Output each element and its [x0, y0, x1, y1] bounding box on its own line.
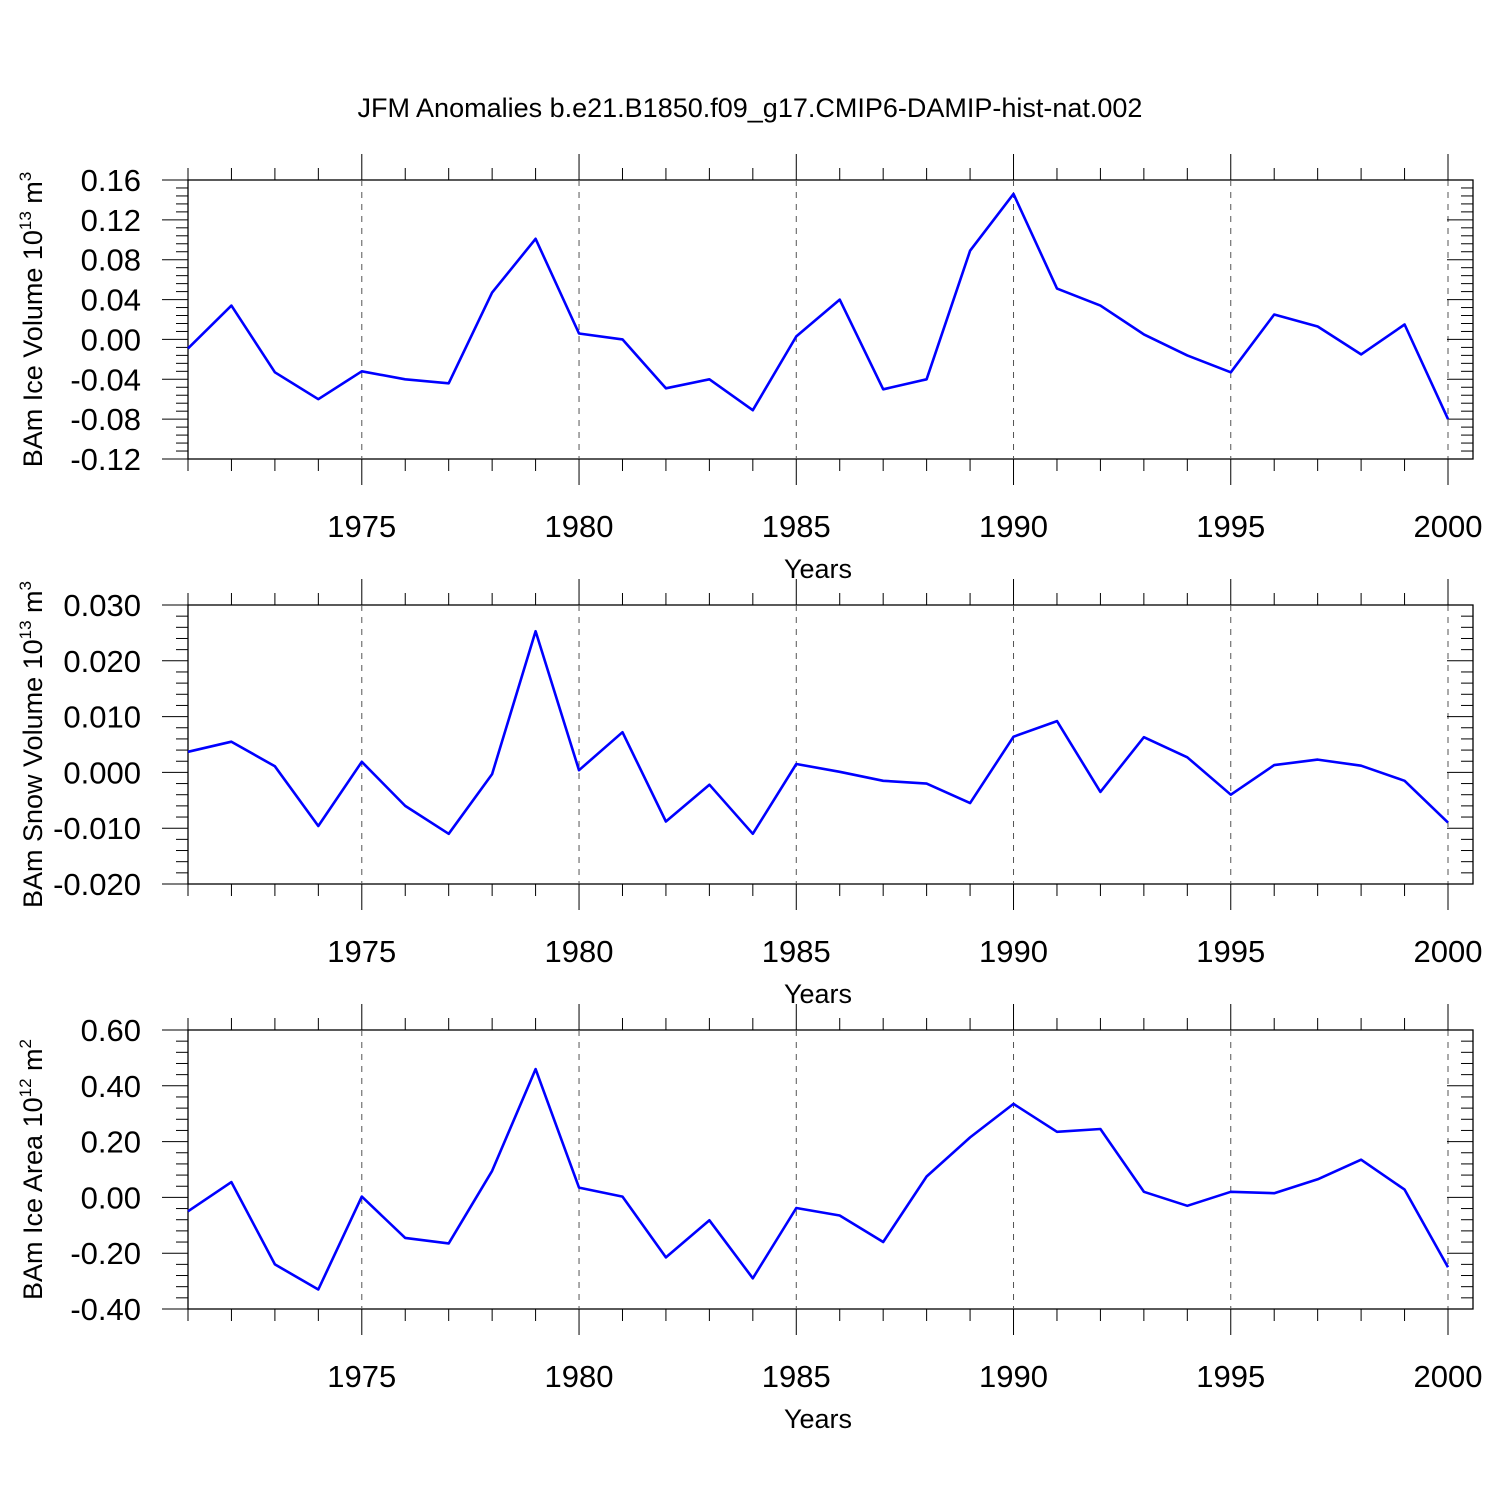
- x-tick-label: 2000: [1414, 934, 1483, 969]
- x-tick-label: 1980: [545, 934, 614, 969]
- series-line: [187, 629, 1449, 836]
- x-tick-label: 1990: [979, 1359, 1048, 1394]
- y-tick-label: 0.00: [81, 322, 141, 357]
- y-tick-label: -0.04: [70, 362, 141, 397]
- plot-frame: [187, 604, 1474, 885]
- x-tick-label: 1980: [545, 1359, 614, 1394]
- chart-title: JFM Anomalies b.e21.B1850.f09_g17.CMIP6-…: [358, 93, 1143, 123]
- y-tick-label: -0.12: [70, 442, 141, 477]
- x-tick-label: 1990: [979, 509, 1048, 544]
- x-tick-label: 1975: [327, 934, 396, 969]
- plot-frame: [187, 1029, 1474, 1310]
- y-tick-label: 0.12: [81, 203, 141, 238]
- x-axis-label: Years: [784, 554, 852, 584]
- y-tick-label: -0.40: [70, 1292, 141, 1327]
- y-tick-label: -0.010: [53, 811, 141, 846]
- x-axis-label: Years: [784, 979, 852, 1009]
- x-axis-label: Years: [784, 1404, 852, 1434]
- y-tick-label: 0.60: [81, 1013, 141, 1048]
- series-line: [187, 1067, 1450, 1291]
- y-tick-label: 0.20: [81, 1125, 141, 1160]
- y-tick-label: 0.030: [63, 588, 141, 623]
- chart-panel-2: -0.020 -0.010 0.000 0.010 0.020 0.030 1975 1980…: [16, 579, 1482, 1009]
- chart-panel-1: -0.12 -0.08 -0.04 0.00 0.04 0.08 0.12 0.16 1975 1…: [16, 154, 1482, 584]
- x-tick-label: 1975: [327, 1359, 396, 1394]
- x-tick-label: 1985: [762, 934, 831, 969]
- y-tick-label: -0.20: [70, 1236, 141, 1271]
- y-tick-label: 0.40: [81, 1069, 141, 1104]
- series-line: [187, 192, 1450, 420]
- chart-panel-3: -0.40 -0.20 0.00 0.20 0.40 0.60 1975 1980 1985 19…: [16, 1004, 1482, 1434]
- y-axis-label: BAm Ice Area 1012 m2: [16, 1039, 48, 1300]
- y-tick-label: -0.020: [53, 867, 141, 902]
- y-tick-label: 0.020: [63, 644, 141, 679]
- x-tick-label: 1995: [1196, 934, 1265, 969]
- y-tick-label: -0.08: [70, 402, 141, 437]
- plot-frame: [187, 179, 1474, 460]
- x-tick-label: 1995: [1196, 1359, 1265, 1394]
- y-tick-label: 0.000: [63, 755, 141, 790]
- y-tick-label: 0.04: [81, 283, 141, 318]
- x-tick-label: 2000: [1414, 1359, 1483, 1394]
- x-tick-label: 1995: [1196, 509, 1265, 544]
- x-tick-label: 1985: [762, 1359, 831, 1394]
- x-tick-label: 1990: [979, 934, 1048, 969]
- x-tick-label: 2000: [1414, 509, 1483, 544]
- y-axis-label: BAm Snow Volume 1013 m3: [16, 581, 48, 908]
- y-tick-label: 0.00: [81, 1180, 141, 1215]
- y-axis-label: BAm Ice Volume 1013 m3: [16, 172, 48, 468]
- y-tick-label: 0.16: [81, 163, 141, 198]
- y-tick-label: 0.08: [81, 243, 141, 278]
- x-tick-label: 1980: [545, 509, 614, 544]
- x-tick-label: 1975: [327, 509, 396, 544]
- x-tick-label: 1985: [762, 509, 831, 544]
- y-tick-label: 0.010: [63, 700, 141, 735]
